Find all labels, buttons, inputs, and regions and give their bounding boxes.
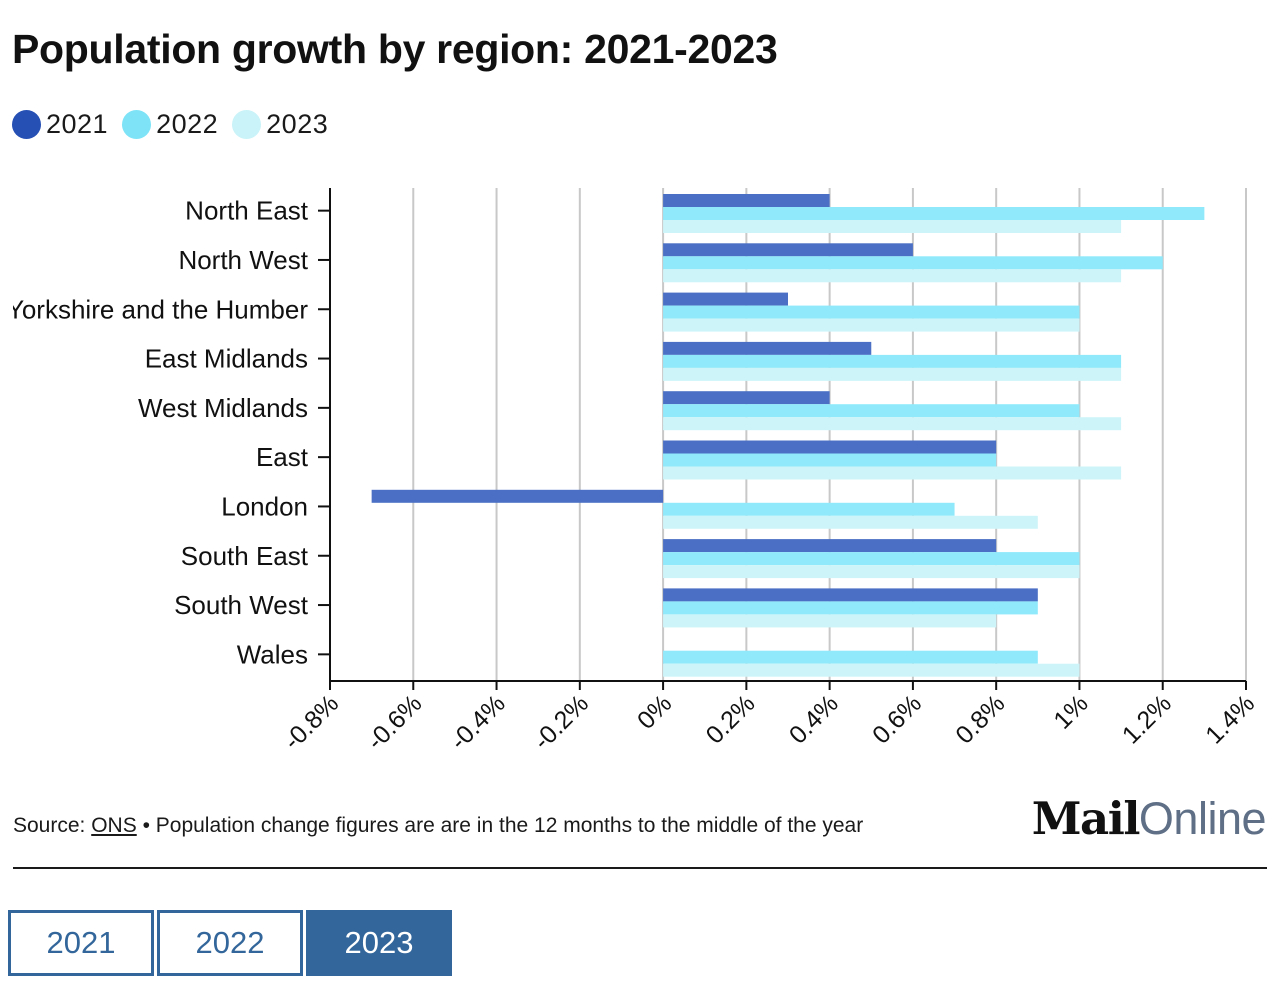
bar-2022	[663, 256, 1163, 270]
bar-2023	[663, 417, 1122, 431]
x-tick-label: 1%	[1048, 689, 1093, 734]
x-tick-label: 1.2%	[1117, 689, 1177, 749]
bar-2021	[663, 391, 830, 405]
y-tick-label: East	[256, 442, 309, 472]
x-tick-label: 0.4%	[784, 689, 844, 749]
x-tick-label: 0.6%	[867, 689, 927, 749]
footer-divider	[13, 867, 1267, 869]
bar-2022	[663, 453, 997, 467]
x-tick-label: 1.4%	[1200, 689, 1260, 749]
bar-2022	[663, 404, 1080, 418]
bar-2023	[663, 269, 1122, 283]
source-note-text: • Population change figures are are in t…	[136, 814, 864, 837]
bar-2021	[663, 243, 913, 257]
legend-item-2022: 2022	[122, 109, 218, 140]
bar-2023	[663, 663, 1080, 677]
y-tick-label: West Midlands	[138, 393, 308, 423]
bar-2023	[663, 318, 1080, 332]
y-tick-label: North East	[185, 196, 309, 226]
bar-2023	[663, 515, 1038, 529]
bar-2021	[663, 341, 872, 355]
x-tick-label: -0.6%	[362, 689, 428, 755]
y-tick-label: Yorkshire and the Humber	[7, 294, 308, 324]
bar-2021	[663, 292, 788, 306]
chart-title: Population growth by region: 2021-2023	[12, 26, 778, 72]
bar-2023	[663, 367, 1122, 381]
bar-2022	[663, 502, 955, 516]
legend: 2021 2022 2023	[12, 106, 342, 142]
bar-2021	[663, 539, 997, 553]
source-note: Source: ONS • Population change figures …	[13, 814, 863, 838]
bar-2022	[663, 650, 1038, 664]
mailonline-logo: MailOnline	[1032, 793, 1267, 844]
x-tick-label: -0.2%	[528, 689, 594, 755]
bar-2023	[663, 565, 1080, 579]
bar-chart: North East North West Yorkshire and the Hu…	[7, 188, 1260, 755]
legend-swatch-2022	[122, 109, 152, 139]
legend-label-2023: 2023	[266, 108, 329, 139]
bar-2021	[663, 588, 1038, 602]
x-tick-label: 0.2%	[701, 689, 761, 749]
bar-2021	[663, 440, 997, 454]
year-tabs: 2021 2022 2023	[8, 910, 452, 976]
y-tick-label: East Midlands	[145, 344, 308, 374]
tab-2021[interactable]: 2021	[8, 910, 154, 976]
bar-2023	[663, 466, 1122, 480]
legend-swatch-2021	[12, 109, 41, 139]
y-tick-label: Wales	[237, 639, 308, 669]
y-tick-label: South East	[181, 541, 309, 571]
y-tick-label: London	[221, 491, 308, 521]
x-tick-label: -0.4%	[445, 689, 511, 755]
x-tick-label: 0.8%	[950, 689, 1010, 749]
source-prefix: Source:	[13, 814, 92, 837]
bar-2022	[663, 601, 1038, 615]
bar-2021	[371, 489, 664, 503]
bar-2021	[663, 194, 830, 207]
logo-mail: Mail	[1031, 792, 1141, 845]
tab-2022[interactable]: 2022	[157, 910, 303, 976]
bar-2022	[663, 305, 1080, 319]
legend-item-2021: 2021	[12, 109, 108, 140]
logo-online: Online	[1138, 793, 1267, 844]
x-tick-label: -0.8%	[278, 689, 344, 755]
tab-2023[interactable]: 2023	[306, 910, 452, 976]
bar-2023	[663, 614, 997, 628]
legend-swatch-2023	[232, 109, 262, 139]
y-tick-label: North West	[178, 245, 308, 275]
bar-2022	[663, 354, 1122, 368]
bar-2023	[663, 220, 1122, 233]
source-link[interactable]: ONS	[91, 814, 137, 837]
legend-item-2023: 2023	[232, 109, 328, 140]
legend-label-2022: 2022	[156, 108, 219, 139]
legend-label-2021: 2021	[46, 108, 109, 139]
x-tick-label: 0%	[632, 689, 677, 734]
bar-2022	[663, 207, 1205, 220]
y-tick-label: South West	[174, 590, 309, 620]
bar-2022	[663, 552, 1080, 566]
